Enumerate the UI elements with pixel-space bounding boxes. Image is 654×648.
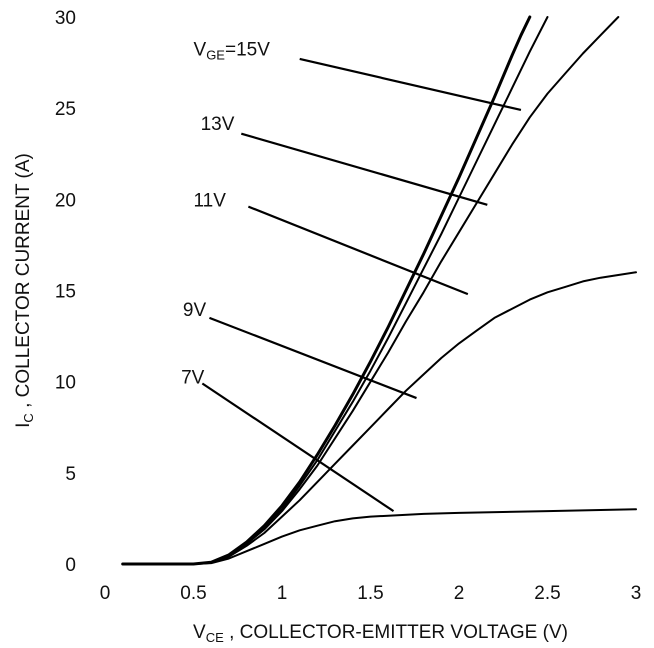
y-axis-title: IC , COLLECTOR CURRENT (A) xyxy=(13,153,36,428)
series-label: VGE=15V xyxy=(194,39,271,62)
series-line xyxy=(121,508,637,565)
x-tick-label: 3 xyxy=(631,583,642,604)
y-tick-label: 5 xyxy=(65,464,76,485)
leader-line xyxy=(209,316,417,400)
series-line xyxy=(121,16,620,565)
x-axis-title: VCE , COLLECTOR-EMITTER VOLTAGE (V) xyxy=(193,622,568,645)
series-line xyxy=(121,16,549,565)
x-tick-label: 1 xyxy=(277,583,288,604)
leader-line xyxy=(201,382,395,513)
x-tick-label: 0.5 xyxy=(180,583,206,604)
x-tick-label: 2.5 xyxy=(534,583,560,604)
y-tick-label: 25 xyxy=(55,99,76,120)
y-tick-label: 10 xyxy=(55,373,76,394)
y-tick-label: 15 xyxy=(55,282,76,303)
x-tick-label: 1.5 xyxy=(357,583,383,604)
x-tick-label: 0 xyxy=(100,583,111,604)
y-tick-label: 20 xyxy=(55,190,76,211)
leader-line xyxy=(299,57,522,112)
series-label: 11V xyxy=(194,191,227,212)
series-line xyxy=(121,271,637,565)
series-label: 13V xyxy=(201,114,235,135)
series-label: 9V xyxy=(183,300,207,321)
x-tick-label: 2 xyxy=(454,583,465,604)
leader-line xyxy=(240,132,488,206)
y-tick-label: 0 xyxy=(65,555,76,576)
y-tick-label: 30 xyxy=(55,8,76,29)
series-label: 7V xyxy=(181,367,205,388)
leader-line xyxy=(247,205,469,296)
